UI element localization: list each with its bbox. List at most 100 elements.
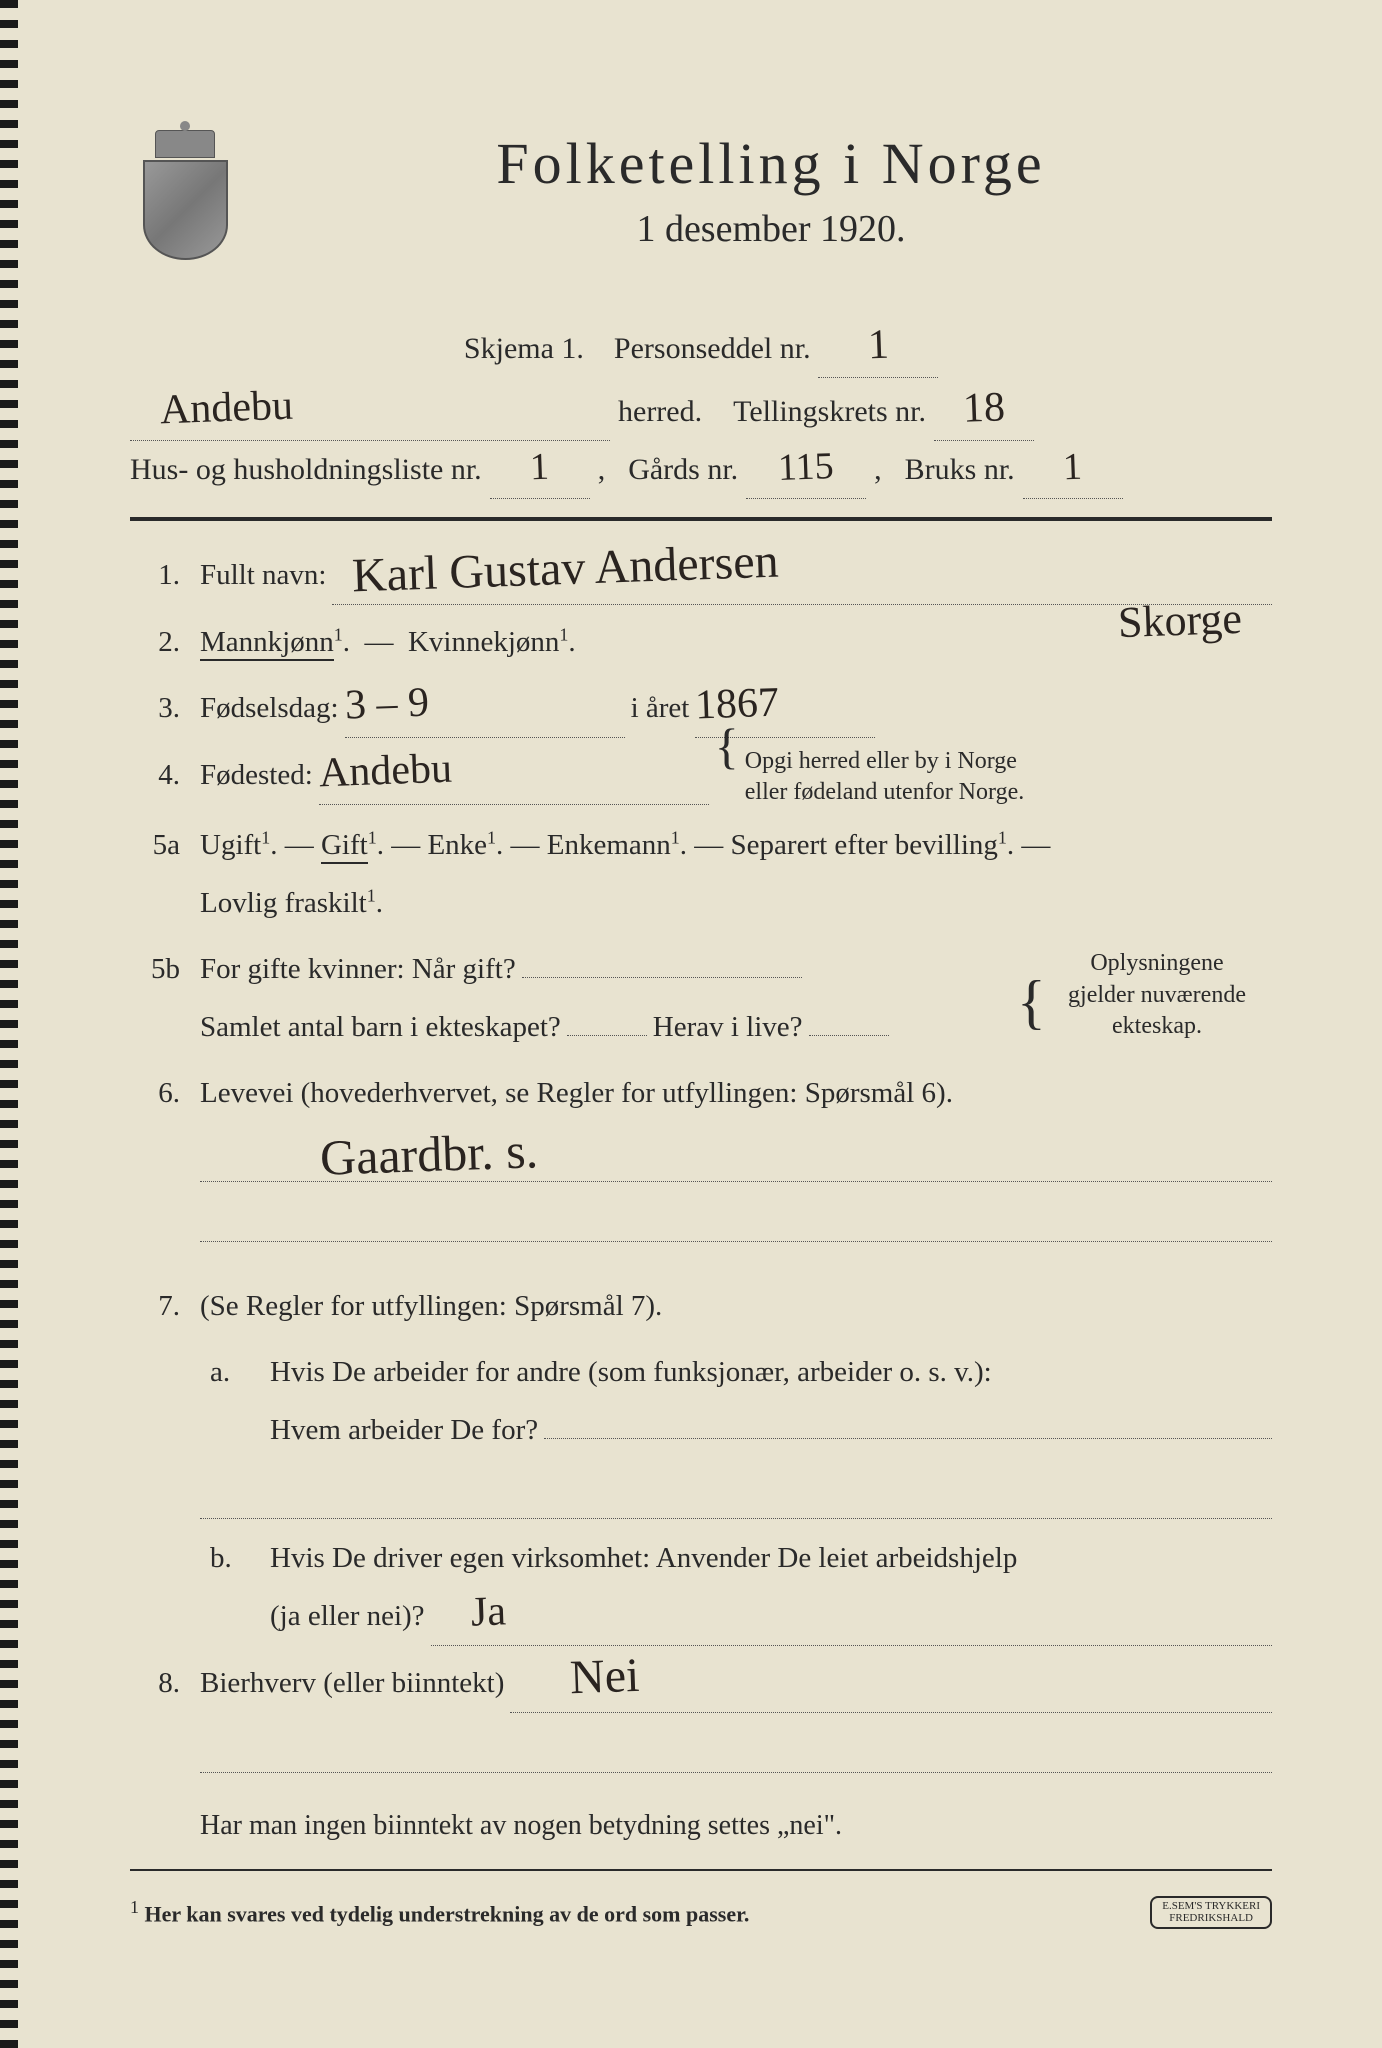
q7-num: 7. (130, 1277, 180, 1335)
coat-of-arms-icon (130, 130, 240, 280)
q5b-line2: Samlet antal barn i ekteskapet? (200, 998, 561, 1056)
q5b-row: 5b For gifte kvinner: Når gift? Samlet a… (130, 940, 1272, 1056)
tellingskrets-label: Tellingskrets nr. (733, 383, 926, 440)
brace-icon-2: { (1017, 963, 1046, 1041)
q8-value: Nei (570, 1654, 641, 1700)
q7b-row: b. Hvis De driver egen virksomhet: Anven… (130, 1529, 1272, 1646)
q5b-barn-field (567, 1035, 647, 1036)
q1-label: Fullt navn: (200, 546, 326, 604)
q4-aside: Opgi herred eller by i Norge eller fødel… (745, 746, 1272, 808)
footnote-text: Her kan svares ved tydelig understreknin… (145, 1902, 750, 1927)
form-header: Folketelling i Norge 1 desember 1920. (130, 120, 1272, 280)
q2-mann: Mannkjønn (200, 626, 334, 661)
footnote: 1 Her kan svares ved tydelig understrekn… (130, 1896, 1272, 1928)
q1-value: Karl Gustav Andersen (352, 540, 780, 598)
q5b-line1: For gifte kvinner: Når gift? (200, 940, 516, 998)
q5a-gift: Gift (321, 829, 368, 864)
note: Har man ingen biinntekt av nogen betydni… (200, 1798, 1272, 1854)
q8-row: 8. Bierhverv (eller biinntekt) Nei (130, 1654, 1272, 1713)
q7b-num: b. (210, 1529, 250, 1587)
q7b-field: Ja (431, 1587, 1272, 1646)
q7-label: (Se Regler for utfyllingen: Spørsmål 7). (200, 1277, 1272, 1335)
q7a-num: a. (210, 1343, 250, 1401)
q3-label: Fødselsdag: (200, 679, 339, 737)
q7b-value: Ja (470, 1594, 506, 1633)
q4-label: Fødested: (200, 746, 313, 804)
divider-thin (130, 1869, 1272, 1871)
q7a-row: a. Hvis De arbeider for andre (som funks… (130, 1343, 1272, 1459)
q1-row: 1. Fullt navn: Karl Gustav Andersen Skor… (130, 546, 1272, 605)
personseddel-label: Personseddel nr. (614, 332, 811, 365)
q2-num: 2. (130, 613, 180, 671)
q7a-line1: Hvis De arbeider for andre (som funksjon… (270, 1356, 992, 1388)
meta-line-3: Hus- og husholdningsliste nr. 1 , Gårds … (130, 441, 1272, 499)
q6-value: Gaardbr. s. (319, 1129, 538, 1182)
q1-num: 1. (130, 546, 180, 604)
q5a-enkemann: Enkemann (547, 829, 671, 861)
gards-label: Gårds nr. (628, 441, 738, 498)
husliste-field: 1 (490, 441, 590, 499)
binding-perforations (0, 0, 18, 2048)
q5a-ugift: Ugift (200, 829, 261, 861)
q2-row: 2. Mannkjønn1. — Kvinnekjønn1. (130, 613, 1272, 671)
q8-num: 8. (130, 1654, 180, 1712)
questions-block: 1. Fullt navn: Karl Gustav Andersen Skor… (130, 546, 1272, 1854)
bruks-field: 1 (1023, 441, 1123, 499)
q7a-line2: Hvem arbeider De for? (270, 1401, 538, 1459)
husliste-nr: 1 (530, 450, 550, 485)
q5a-enke: Enke (427, 829, 487, 861)
q5a-row: 5a Ugift1. — Gift1. — Enke1. — Enkemann1… (130, 816, 1272, 932)
bruks-nr: 1 (1063, 450, 1083, 485)
printer-mark: E.SEM'S TRYKKERI FREDRIKSHALD (1150, 1896, 1272, 1928)
q7-row: 7. (Se Regler for utfyllingen: Spørsmål … (130, 1277, 1272, 1335)
q6-field-2 (200, 1192, 1272, 1242)
divider-thick-1 (130, 517, 1272, 521)
tellingskrets-field: 18 (934, 383, 1034, 441)
husliste-label: Hus- og husholdningsliste nr. (130, 441, 482, 498)
q7a-field-2 (200, 1469, 1272, 1519)
q3-daymonth-field: 3 – 9 (345, 679, 625, 738)
q6-field: Gaardbr. s. (200, 1132, 1272, 1182)
q8-field-2 (200, 1723, 1272, 1773)
meta-line-1: Skjema 1. Personseddel nr. 1 (130, 320, 1272, 378)
gards-field: 115 (746, 441, 866, 499)
q4-value: Andebu (318, 751, 452, 793)
herred-value: Andebu (159, 388, 293, 430)
q3-daymonth: 3 – 9 (344, 685, 429, 726)
main-title: Folketelling i Norge (270, 130, 1272, 197)
bruks-label: Bruks nr. (905, 441, 1015, 498)
q8-label: Bierhverv (eller biinntekt) (200, 1654, 504, 1712)
q5b-num: 5b (130, 940, 180, 998)
herred-field: Andebu (130, 383, 610, 441)
q1-field: Karl Gustav Andersen (332, 546, 1272, 605)
q7a-field (544, 1438, 1272, 1439)
title-block: Folketelling i Norge 1 desember 1920. (270, 120, 1272, 251)
q5b-gift-field (522, 977, 802, 978)
q3-row: 3. Fødselsdag: 3 – 9 i året 1867 (130, 679, 1272, 738)
subtitle: 1 desember 1920. (270, 207, 1272, 251)
herred-label: herred. (618, 383, 702, 440)
form-meta: Skjema 1. Personseddel nr. 1 Andebu herr… (130, 320, 1272, 499)
meta-line-2: Andebu herred. Tellingskrets nr. 18 (130, 383, 1272, 441)
q3-num: 3. (130, 679, 180, 737)
q7b-line2: (ja eller nei)? (270, 1587, 425, 1645)
footnote-left: 1 Her kan svares ved tydelig understrekn… (130, 1897, 749, 1927)
q4-row: 4. Fødested: Andebu { Opgi herred eller … (130, 746, 1272, 808)
q5b-live-field (809, 1035, 889, 1036)
q3-year-label: i året (631, 679, 690, 737)
skjema-label: Skjema 1. (464, 332, 584, 365)
gards-nr: 115 (778, 449, 835, 485)
q6-label: Levevei (hovederhvervet, se Regler for u… (200, 1077, 953, 1109)
q6-row: 6. Levevei (hovederhvervet, se Regler fo… (130, 1064, 1272, 1122)
q4-field: Andebu (319, 746, 709, 805)
q5a-fraskilt: Lovlig fraskilt (200, 887, 367, 919)
personseddel-nr-field: 1 (818, 320, 938, 378)
tellingskrets-nr: 18 (962, 389, 1005, 428)
q8-field: Nei (510, 1654, 1272, 1713)
census-form-page: Folketelling i Norge 1 desember 1920. Sk… (0, 0, 1382, 2048)
personseddel-nr: 1 (867, 327, 889, 366)
q5b-aside: { Oplysningene gjelder nuværende ekteska… (1042, 948, 1272, 1042)
q5b-line2b: Herav i live? (653, 998, 803, 1056)
q5a-num: 5a (130, 816, 180, 874)
footnote-marker: 1 (130, 1897, 139, 1917)
